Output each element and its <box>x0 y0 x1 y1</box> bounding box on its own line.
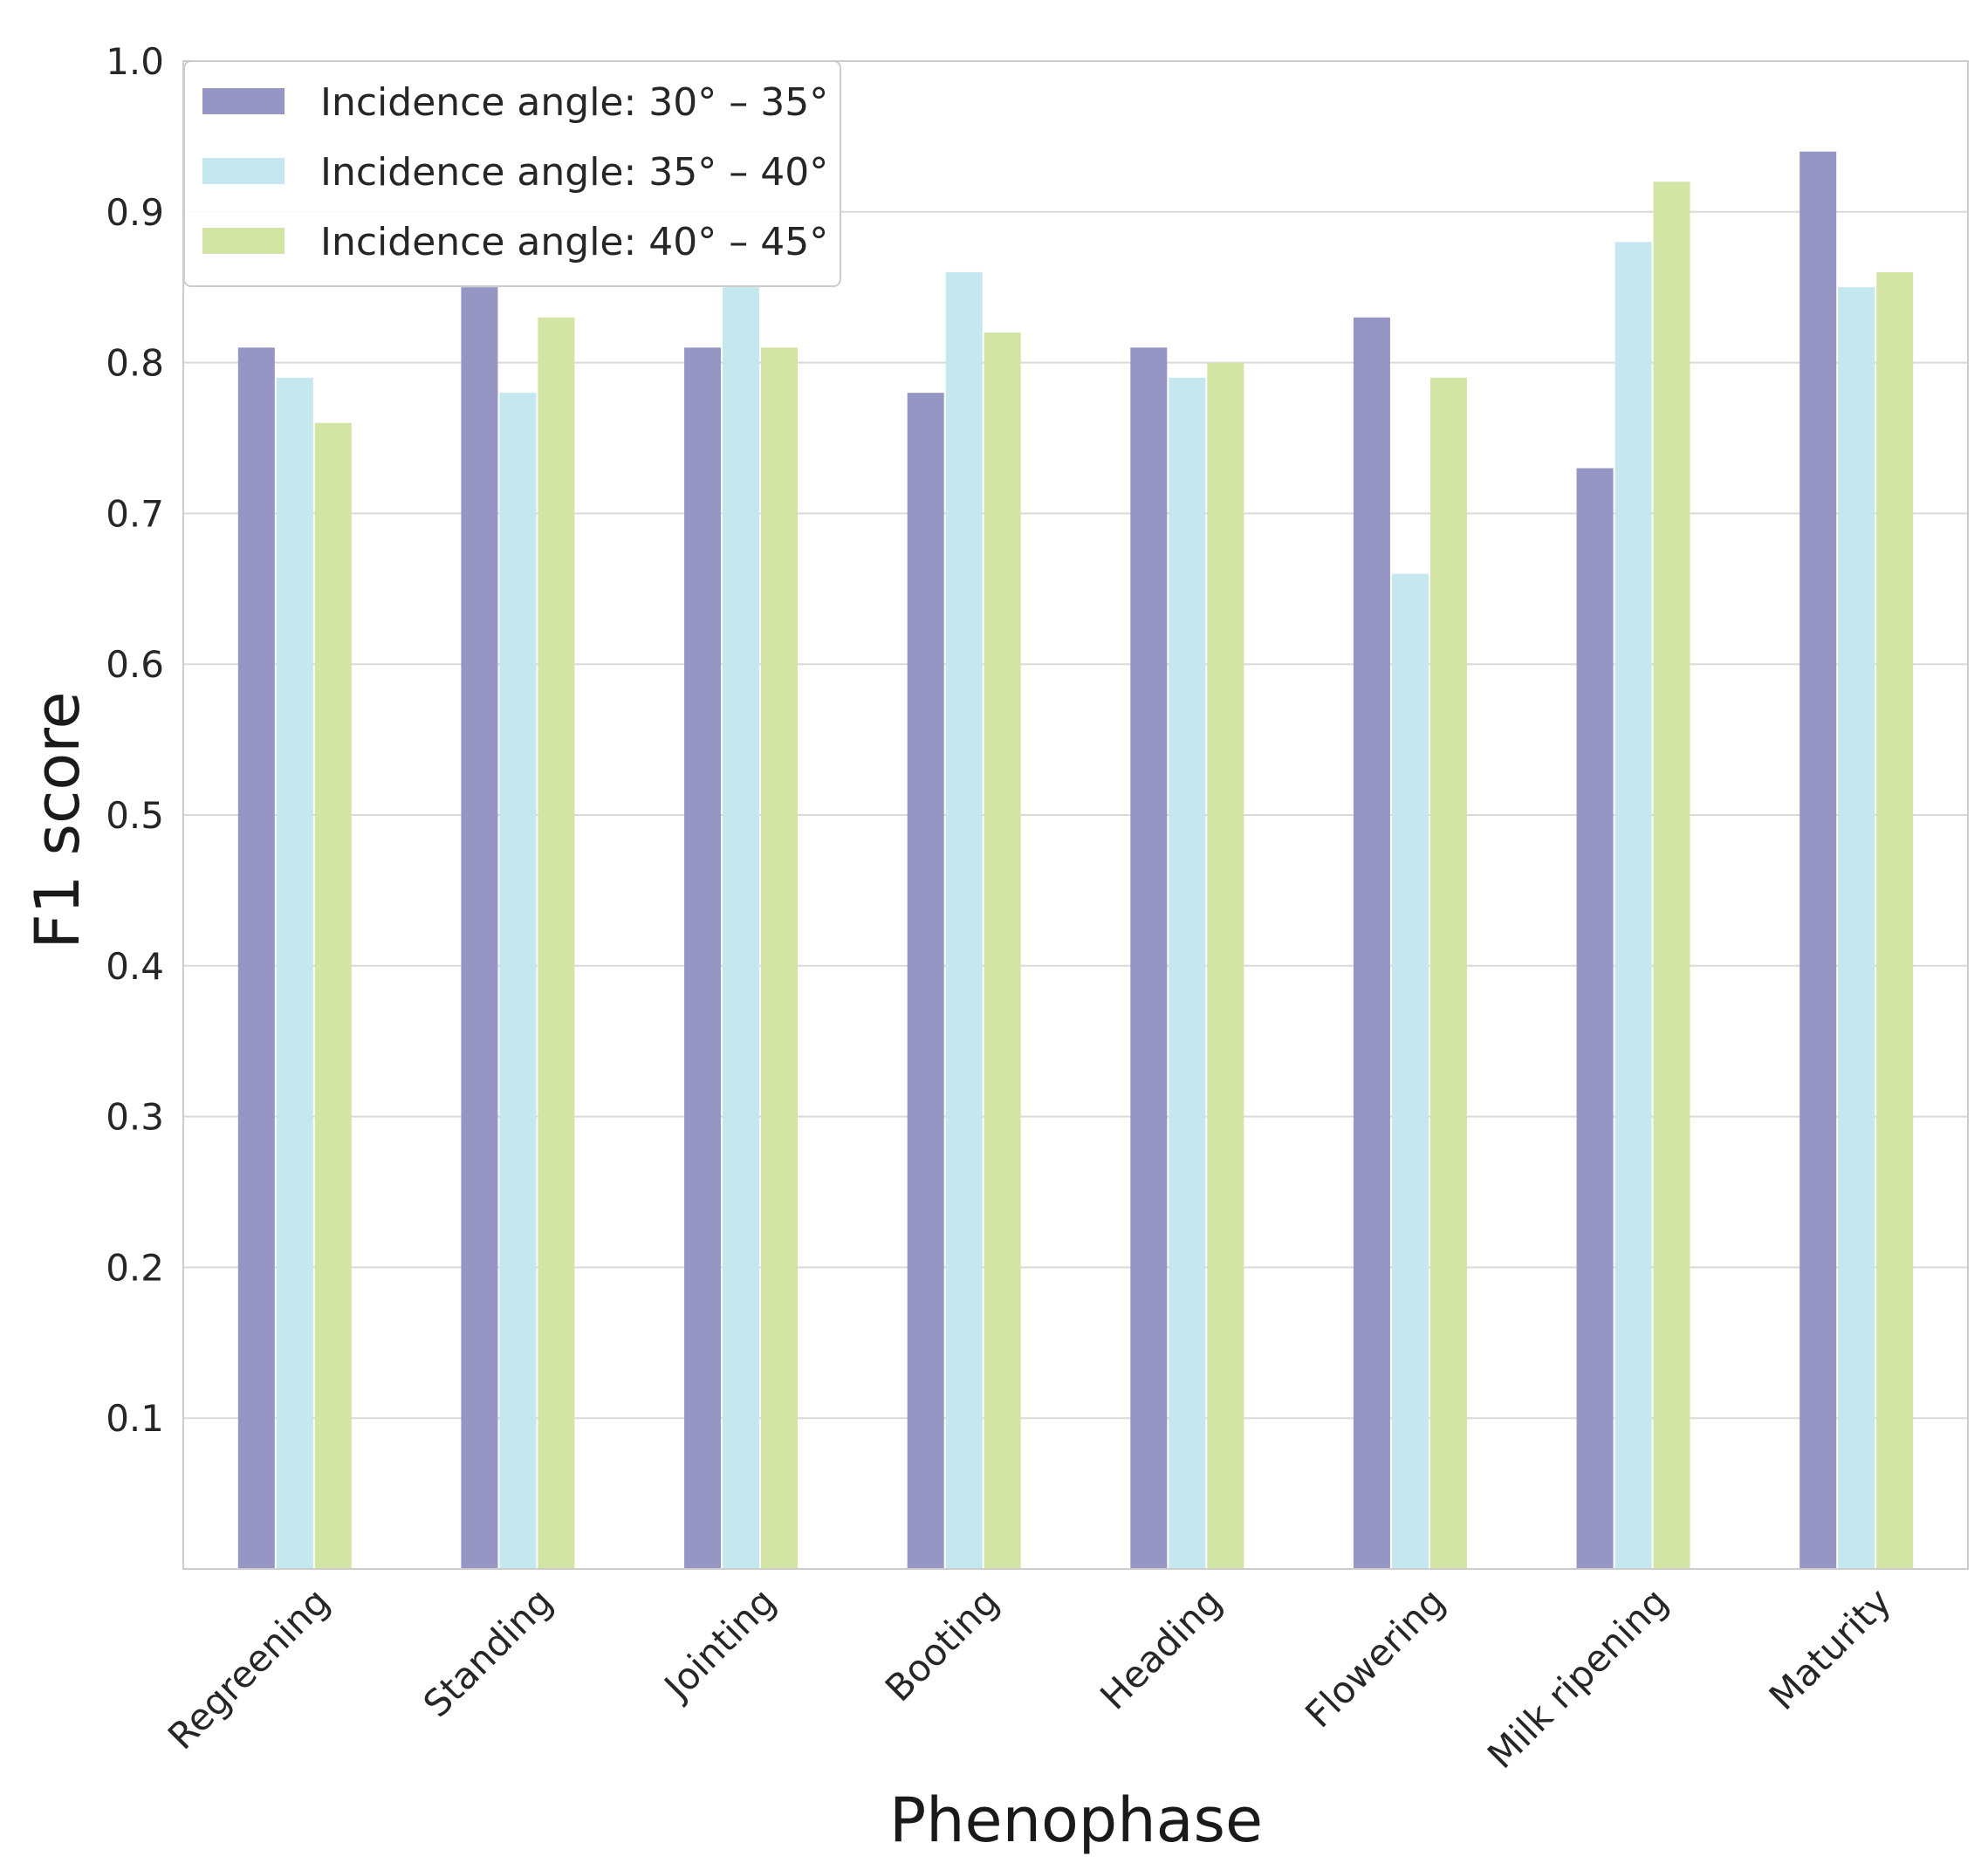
legend-swatch-series-2 <box>202 158 284 184</box>
bar-milk-ripening-series-3 <box>1653 182 1690 1570</box>
bar-heading-series-2 <box>1169 377 1206 1569</box>
y-tick-label: 0.4 <box>106 945 164 988</box>
bar-maturity-series-2 <box>1838 287 1875 1570</box>
bar-flowering-series-1 <box>1353 317 1390 1569</box>
legend-frame <box>183 60 841 287</box>
legend-swatch-series-1 <box>202 88 284 114</box>
y-tick-label: 0.5 <box>106 794 164 837</box>
bar-standing-series-1 <box>461 287 498 1570</box>
bar-standing-series-3 <box>538 317 575 1569</box>
bar-jointing-series-2 <box>723 287 760 1570</box>
bar-regreening-series-1 <box>237 347 275 1569</box>
bar-regreening-series-3 <box>314 422 352 1570</box>
y-tick-label: 0.2 <box>106 1246 164 1289</box>
bar-flowering-series-2 <box>1391 573 1429 1569</box>
bar-regreening-series-2 <box>276 377 313 1569</box>
y-tick-labels: 0.1 0.2 0.3 0.4 0.5 0.6 0.7 0.8 0.9 1.0 <box>106 40 164 1440</box>
legend: Incidence angle: 30° – 35° Incidence ang… <box>183 60 841 287</box>
y-tick-label: 1.0 <box>106 40 164 83</box>
bar-booting-series-1 <box>907 393 944 1569</box>
legend-label-series-2: Incidence angle: 35° – 40° <box>320 150 828 195</box>
bar-booting-series-2 <box>945 271 983 1569</box>
y-tick-label: 0.1 <box>106 1397 164 1440</box>
legend-label-series-3: Incidence angle: 40° – 45° <box>320 220 828 264</box>
bar-jointing-series-1 <box>684 347 722 1569</box>
bar-milk-ripening-series-1 <box>1576 468 1614 1569</box>
legend-label-series-1: Incidence angle: 30° – 35° <box>320 80 828 125</box>
bar-maturity-series-3 <box>1876 271 1914 1569</box>
bars <box>237 151 1914 1570</box>
bar-jointing-series-3 <box>761 347 799 1569</box>
bar-heading-series-1 <box>1130 347 1168 1569</box>
y-tick-label: 0.9 <box>106 191 164 234</box>
y-tick-label: 0.7 <box>106 492 164 535</box>
legend-swatch-series-3 <box>202 228 284 254</box>
bar-flowering-series-3 <box>1429 377 1467 1569</box>
y-tick-label: 0.6 <box>106 643 164 686</box>
y-axis-title: F1 score <box>22 691 93 949</box>
bar-maturity-series-1 <box>1799 151 1837 1570</box>
plot-frame <box>182 60 1969 1570</box>
x-axis-title: Phenophase <box>889 1784 1263 1856</box>
bar-milk-ripening-series-2 <box>1614 242 1652 1569</box>
bar-standing-series-2 <box>499 393 537 1569</box>
y-tick-label: 0.8 <box>106 342 164 385</box>
bar-booting-series-3 <box>984 332 1021 1569</box>
y-tick-label: 0.3 <box>106 1096 164 1139</box>
bar-heading-series-3 <box>1207 362 1244 1570</box>
